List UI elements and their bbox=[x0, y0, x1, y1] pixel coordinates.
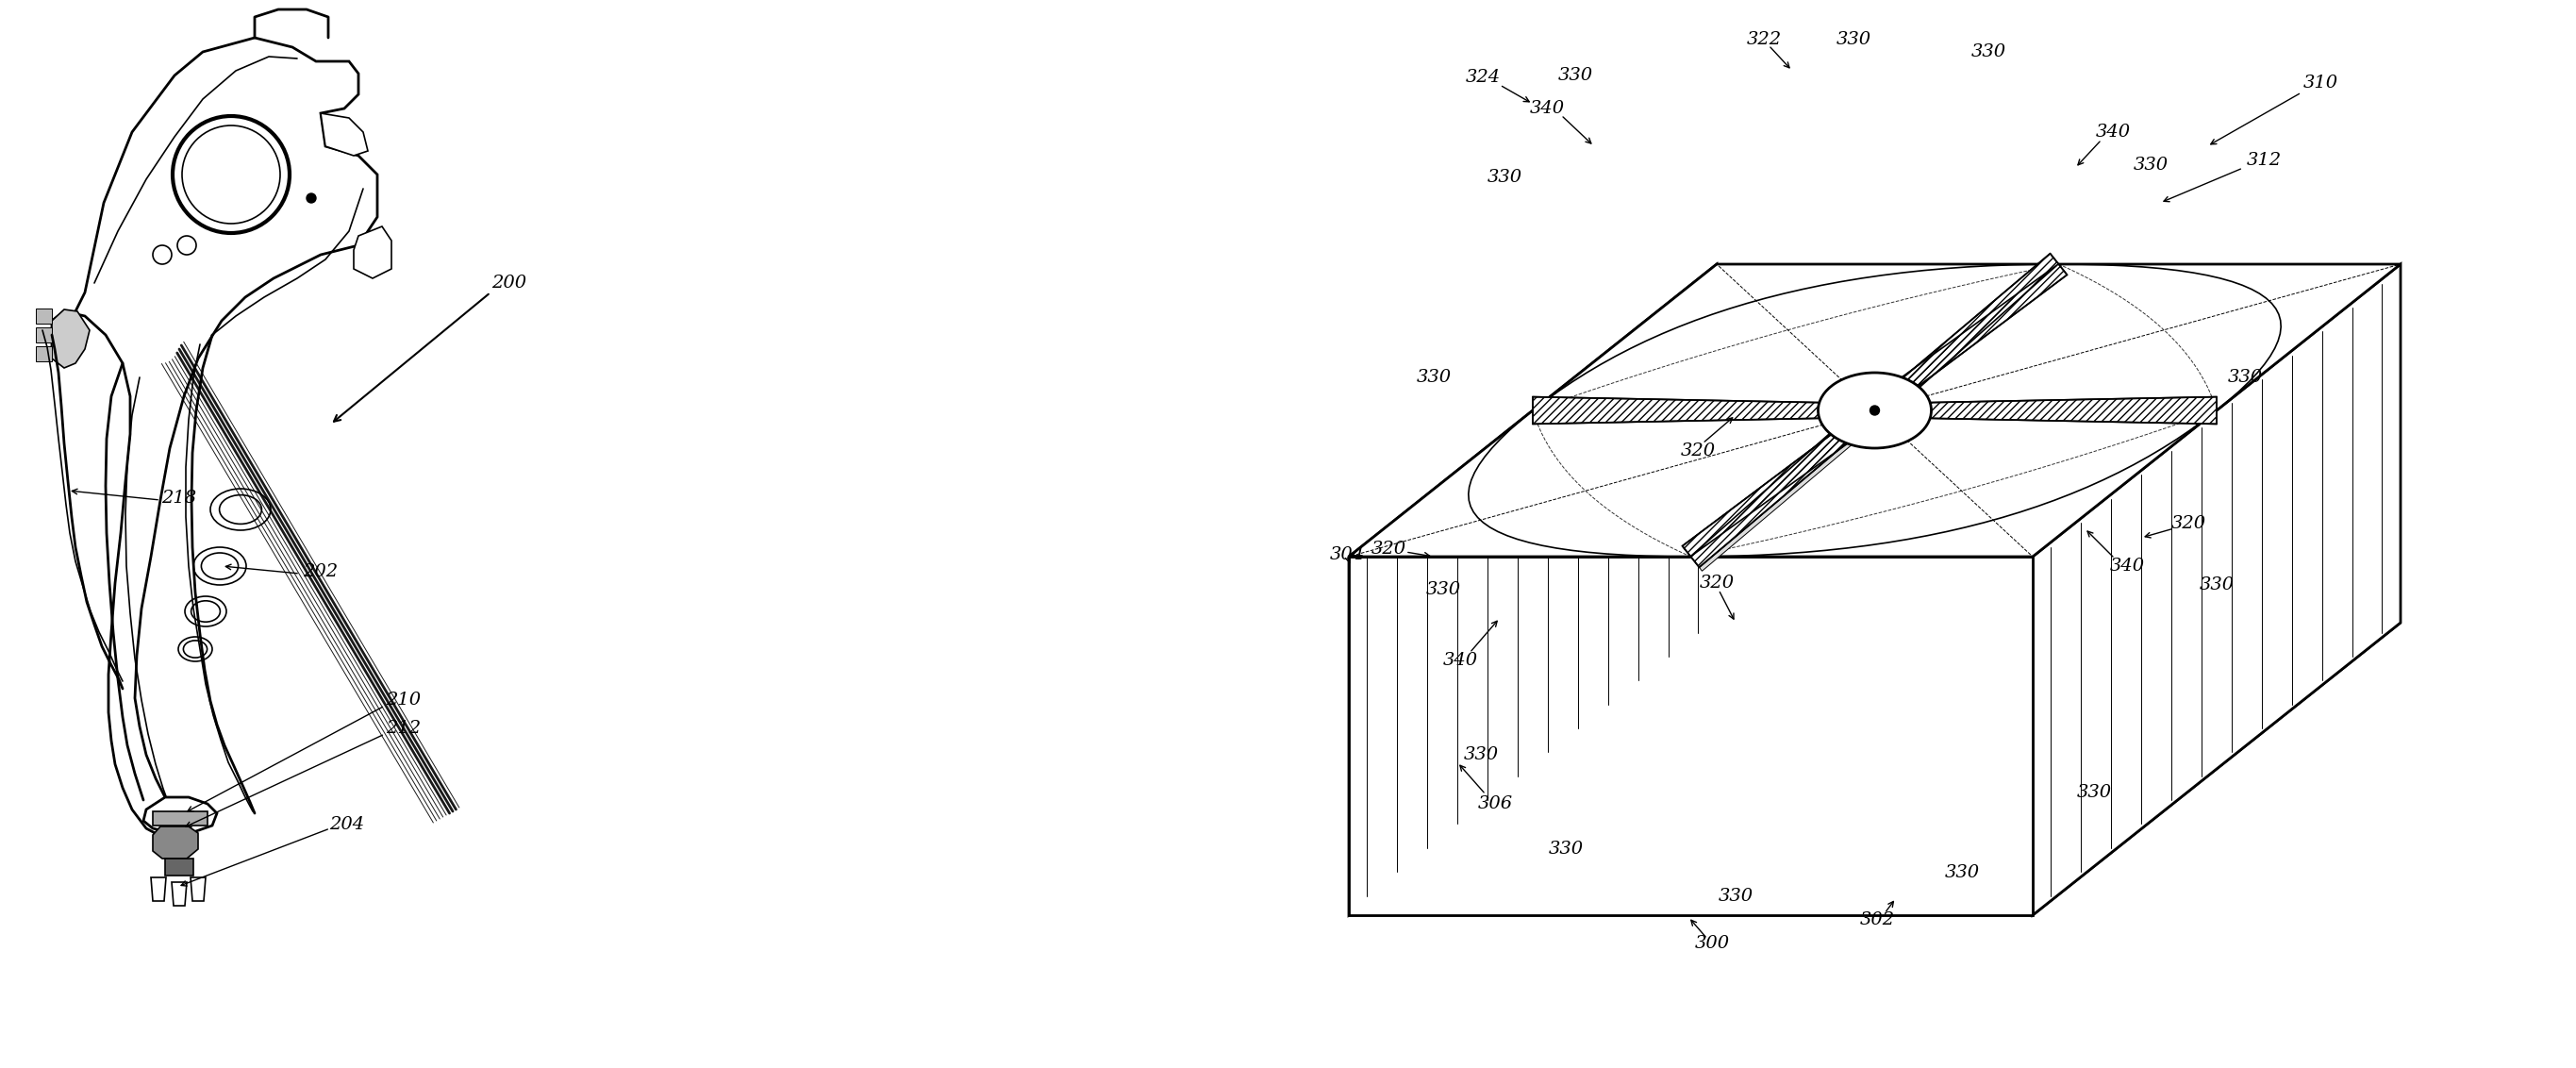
Polygon shape bbox=[1533, 397, 1875, 424]
Text: 330: 330 bbox=[2200, 577, 2233, 594]
Text: 320: 320 bbox=[1680, 442, 1716, 459]
Polygon shape bbox=[1350, 264, 2401, 556]
Text: 330: 330 bbox=[2076, 784, 2112, 801]
Ellipse shape bbox=[1819, 373, 1932, 449]
Text: 330: 330 bbox=[1558, 67, 1592, 84]
Text: 330: 330 bbox=[1837, 31, 1870, 48]
Text: 322: 322 bbox=[1747, 31, 1783, 48]
Polygon shape bbox=[152, 878, 165, 901]
Polygon shape bbox=[319, 113, 368, 156]
Polygon shape bbox=[2032, 264, 2401, 915]
Polygon shape bbox=[152, 812, 209, 826]
Text: 218: 218 bbox=[162, 489, 196, 506]
Text: 320: 320 bbox=[1370, 540, 1406, 557]
Polygon shape bbox=[1700, 415, 1880, 571]
Text: 340: 340 bbox=[2094, 124, 2130, 141]
Text: 202: 202 bbox=[304, 563, 337, 580]
Polygon shape bbox=[173, 882, 188, 906]
Polygon shape bbox=[152, 827, 198, 859]
Polygon shape bbox=[36, 328, 52, 343]
Text: 330: 330 bbox=[1417, 368, 1450, 386]
Text: 330: 330 bbox=[1718, 888, 1754, 905]
Text: 306: 306 bbox=[1479, 796, 1512, 813]
Text: 210: 210 bbox=[386, 692, 422, 708]
Text: 330: 330 bbox=[1486, 169, 1522, 186]
Text: 330: 330 bbox=[1971, 44, 2007, 61]
Text: 320: 320 bbox=[1700, 575, 1734, 592]
Text: 200: 200 bbox=[492, 274, 528, 292]
Text: 330: 330 bbox=[1548, 841, 1584, 858]
Polygon shape bbox=[1350, 556, 2032, 915]
Text: 320: 320 bbox=[2172, 515, 2205, 532]
Text: 302: 302 bbox=[1860, 911, 1893, 928]
Polygon shape bbox=[191, 878, 206, 901]
Polygon shape bbox=[1870, 253, 2066, 415]
Polygon shape bbox=[144, 797, 216, 833]
Polygon shape bbox=[1682, 405, 1873, 550]
Text: 340: 340 bbox=[1443, 651, 1479, 669]
Text: 312: 312 bbox=[2246, 152, 2282, 169]
Text: 310: 310 bbox=[2303, 75, 2339, 92]
Polygon shape bbox=[36, 309, 52, 324]
Polygon shape bbox=[1682, 405, 1878, 567]
Polygon shape bbox=[36, 346, 52, 361]
Text: 340: 340 bbox=[1530, 100, 1564, 117]
Text: 212: 212 bbox=[386, 720, 422, 737]
Text: 330: 330 bbox=[1425, 581, 1461, 598]
Text: 204: 204 bbox=[330, 816, 366, 833]
Text: 330: 330 bbox=[2133, 157, 2169, 174]
Polygon shape bbox=[52, 310, 90, 368]
Polygon shape bbox=[1350, 264, 1716, 915]
Text: 340: 340 bbox=[2110, 557, 2146, 575]
Text: 324: 324 bbox=[1466, 68, 1499, 85]
Polygon shape bbox=[1875, 397, 2215, 424]
Text: 330: 330 bbox=[2228, 368, 2262, 386]
Polygon shape bbox=[165, 859, 193, 876]
Text: 330: 330 bbox=[1945, 864, 1978, 881]
Polygon shape bbox=[1350, 623, 2401, 915]
Text: 330: 330 bbox=[1463, 747, 1499, 764]
Text: 304: 304 bbox=[1329, 546, 1365, 563]
Polygon shape bbox=[353, 226, 392, 279]
Circle shape bbox=[1870, 406, 1880, 415]
Polygon shape bbox=[52, 37, 376, 835]
Text: 300: 300 bbox=[1695, 934, 1728, 952]
Circle shape bbox=[307, 193, 317, 203]
